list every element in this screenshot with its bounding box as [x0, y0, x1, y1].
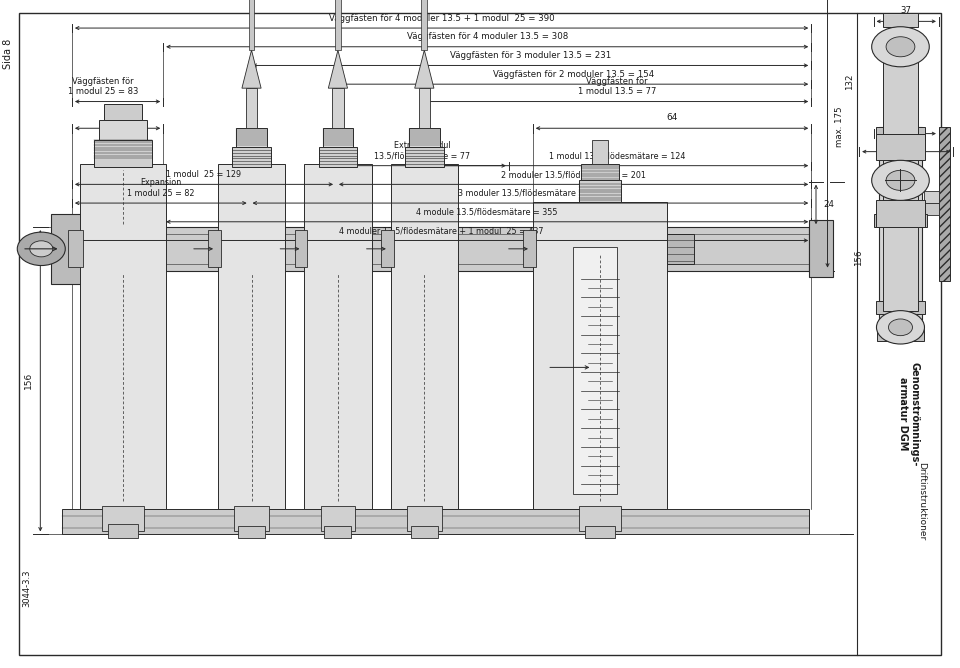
- Bar: [579, 180, 621, 202]
- Polygon shape: [242, 50, 261, 88]
- Bar: [573, 247, 617, 494]
- Bar: [876, 127, 925, 140]
- Text: 3044-3.3: 3044-3.3: [22, 569, 32, 607]
- Text: 37: 37: [900, 6, 912, 15]
- Text: Väggfästen för 3 moduler 13.5 = 231: Väggfästen för 3 moduler 13.5 = 231: [450, 51, 611, 60]
- Text: 156: 156: [854, 250, 863, 266]
- Circle shape: [872, 160, 929, 200]
- Bar: [879, 127, 922, 334]
- Bar: [419, 88, 430, 128]
- Bar: [877, 327, 924, 341]
- Bar: [51, 214, 91, 284]
- Bar: [319, 147, 357, 167]
- Bar: [232, 147, 271, 167]
- Bar: [883, 160, 918, 200]
- Text: max. 175: max. 175: [835, 107, 844, 147]
- Bar: [234, 506, 269, 531]
- Bar: [411, 526, 438, 538]
- Text: 1 modul  25 = 129: 1 modul 25 = 129: [166, 170, 242, 179]
- Bar: [208, 230, 221, 267]
- Bar: [321, 506, 355, 531]
- Text: 132: 132: [845, 73, 853, 90]
- Bar: [421, 0, 427, 50]
- Bar: [924, 203, 939, 215]
- Bar: [238, 526, 265, 538]
- Bar: [874, 214, 927, 227]
- Bar: [391, 164, 458, 509]
- Bar: [592, 140, 608, 164]
- Bar: [295, 230, 307, 267]
- Bar: [108, 524, 138, 538]
- Text: Väggfästen för
1 modul 13.5 = 77: Väggfästen för 1 modul 13.5 = 77: [578, 77, 656, 96]
- Text: 2 moduler 13.5/flödesmätare = 201: 2 moduler 13.5/flödesmätare = 201: [501, 170, 646, 179]
- Bar: [876, 134, 925, 160]
- Bar: [924, 191, 939, 203]
- Bar: [585, 526, 615, 538]
- Bar: [304, 164, 372, 509]
- Text: Väggfästen för
1 modul 25 = 83: Väggfästen för 1 modul 25 = 83: [68, 77, 138, 96]
- Bar: [68, 230, 83, 267]
- Circle shape: [876, 311, 924, 344]
- Circle shape: [872, 27, 929, 67]
- Circle shape: [888, 319, 912, 335]
- Bar: [883, 13, 918, 27]
- Bar: [94, 140, 152, 167]
- Text: Driftinstruktioner: Driftinstruktioner: [917, 462, 926, 540]
- Bar: [332, 88, 344, 128]
- Text: Extra 1 modul
13.5/flödesmätare = 77: Extra 1 modul 13.5/flödesmätare = 77: [374, 141, 470, 160]
- Bar: [523, 230, 536, 267]
- Bar: [876, 301, 925, 314]
- Bar: [236, 128, 267, 147]
- Text: 69: 69: [112, 113, 123, 122]
- Polygon shape: [328, 50, 348, 88]
- Bar: [667, 234, 694, 264]
- Bar: [62, 227, 809, 271]
- Bar: [883, 47, 918, 134]
- Circle shape: [886, 170, 915, 190]
- Text: Expansion
1 modul 25 = 82: Expansion 1 modul 25 = 82: [127, 178, 195, 198]
- Text: 64: 64: [666, 113, 678, 122]
- Text: Sida 8: Sida 8: [3, 38, 12, 69]
- Text: Väggfästen för 2 moduler 13.5 = 154: Väggfästen för 2 moduler 13.5 = 154: [493, 70, 654, 79]
- Bar: [876, 200, 925, 227]
- Bar: [102, 506, 144, 531]
- Text: 50: 50: [900, 158, 912, 167]
- Bar: [381, 230, 394, 267]
- Bar: [324, 526, 351, 538]
- Bar: [246, 88, 257, 128]
- Bar: [409, 128, 440, 147]
- Bar: [323, 128, 353, 147]
- Bar: [883, 227, 918, 311]
- Text: 156: 156: [24, 372, 33, 389]
- Bar: [405, 147, 444, 167]
- Bar: [533, 202, 667, 509]
- Text: Genomströmnings-
armatur DGM: Genomströmnings- armatur DGM: [899, 362, 920, 466]
- Bar: [579, 506, 621, 531]
- Bar: [249, 0, 254, 50]
- Text: 4 moduler 13.5/flödesmätare + 1 modul  25 = 437: 4 moduler 13.5/flödesmätare + 1 modul 25…: [339, 226, 544, 235]
- Bar: [99, 120, 147, 140]
- Bar: [335, 0, 341, 50]
- Bar: [809, 220, 833, 277]
- Text: 24: 24: [824, 200, 834, 209]
- Bar: [939, 127, 950, 281]
- Circle shape: [886, 37, 915, 57]
- Bar: [581, 164, 619, 180]
- Text: 3 moduler 13.5/flödesmätare = 278: 3 moduler 13.5/flödesmätare = 278: [458, 189, 603, 198]
- Text: 4 module 13.5/flödesmätare = 355: 4 module 13.5/flödesmätare = 355: [417, 208, 558, 216]
- Circle shape: [17, 232, 65, 265]
- Text: Väggfästen för 4 moduler 13.5 + 1 modul  25 = 390: Väggfästen för 4 moduler 13.5 + 1 modul …: [328, 14, 555, 23]
- Bar: [218, 164, 285, 509]
- Text: 37: 37: [900, 118, 912, 127]
- Polygon shape: [415, 50, 434, 88]
- Bar: [80, 164, 166, 509]
- Bar: [407, 506, 442, 531]
- Text: 1 modul 13.5/flödesmätare = 124: 1 modul 13.5/flödesmätare = 124: [548, 152, 685, 160]
- Text: Väggfästen för 4 moduler 13.5 = 308: Väggfästen för 4 moduler 13.5 = 308: [407, 33, 567, 41]
- Bar: [62, 509, 809, 534]
- Bar: [104, 104, 142, 120]
- Circle shape: [30, 241, 53, 257]
